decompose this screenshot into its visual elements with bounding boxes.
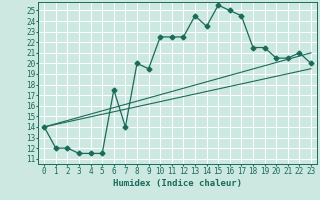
X-axis label: Humidex (Indice chaleur): Humidex (Indice chaleur) [113, 179, 242, 188]
